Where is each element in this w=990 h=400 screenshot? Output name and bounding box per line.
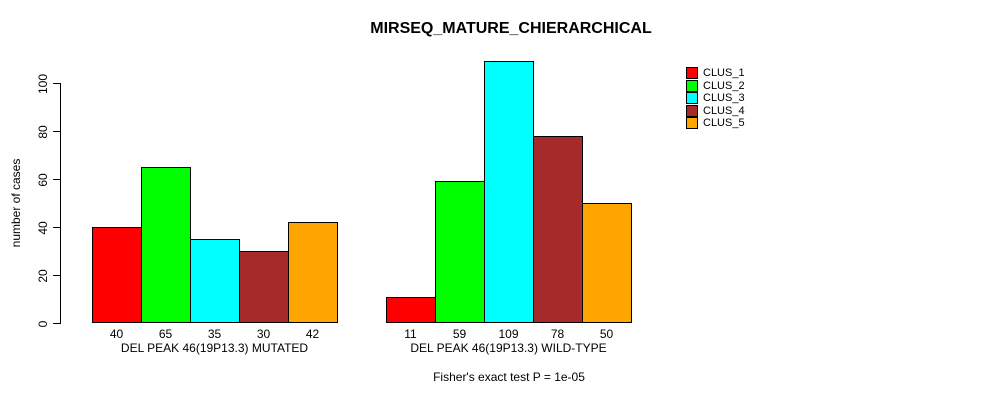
footer-annotation: Fisher's exact test P = 1e-05: [433, 370, 585, 384]
y-tick: [53, 179, 60, 180]
y-tick-label: 0: [36, 320, 50, 327]
bar-value-label: 59: [452, 327, 467, 341]
bar-value-label: 11: [404, 327, 417, 341]
legend-item-clus_2: CLUS_2: [686, 79, 745, 92]
bar-value-label: 40: [109, 327, 124, 341]
bar-clus_1-group1: [92, 227, 142, 323]
bar-value-label: 109: [498, 327, 519, 341]
legend-item-clus_3: CLUS_3: [686, 92, 745, 104]
bar-clus_4-group2: [533, 135, 583, 323]
y-tick-label: 20: [36, 268, 50, 283]
legend-label: CLUS_1: [703, 67, 745, 79]
legend-item-clus_1: CLUS_1: [686, 67, 745, 79]
legend-label: CLUS_5: [703, 117, 745, 129]
y-tick: [53, 323, 60, 324]
bar-clus_5-group1: [288, 222, 338, 323]
y-tick-label: 80: [36, 124, 50, 139]
y-tick-label: 60: [36, 172, 50, 187]
y-tick-label: 100: [36, 73, 50, 94]
legend-label: CLUS_2: [703, 79, 745, 92]
bar-value-label: 42: [305, 327, 320, 341]
bar-clus_3-group1: [190, 239, 240, 323]
y-tick: [53, 83, 60, 84]
bar-clus_3-group2: [484, 61, 534, 323]
bar-value-label: 50: [599, 327, 614, 341]
bar-clus_4-group1: [239, 251, 289, 323]
bar-clus_1-group2: [386, 296, 436, 323]
legend-swatch-icon: [686, 104, 698, 117]
y-tick: [53, 227, 60, 228]
legend-item-clus_5: CLUS_5: [686, 117, 745, 129]
legend-swatch-icon: [686, 92, 698, 104]
bar-clus_2-group2: [435, 181, 485, 323]
bar-clus_5-group2: [582, 203, 632, 323]
y-tick: [53, 131, 60, 132]
y-tick: [53, 275, 60, 276]
group-label: DEL PEAK 46(19P13.3) WILD-TYPE: [410, 341, 607, 355]
bar-value-label: 65: [158, 327, 173, 341]
legend-swatch-icon: [686, 79, 698, 92]
bar-value-label: 35: [207, 327, 222, 341]
legend-swatch-icon: [686, 67, 698, 79]
y-tick-label: 40: [36, 220, 50, 235]
group-label: DEL PEAK 46(19P13.3) MUTATED: [120, 341, 309, 355]
bar-clus_2-group1: [141, 167, 191, 323]
legend-label: CLUS_4: [703, 104, 745, 117]
legend-label: CLUS_3: [703, 92, 745, 104]
legend-swatch-icon: [686, 117, 698, 129]
y-axis-line: [60, 83, 61, 324]
legend-item-clus_4: CLUS_4: [686, 104, 745, 117]
y-axis-label: number of cases: [9, 158, 23, 248]
bar-value-label: 30: [256, 327, 271, 341]
bar-value-label: 78: [550, 327, 565, 341]
chart-title: MIRSEQ_MATURE_CHIERARCHICAL: [370, 20, 652, 37]
